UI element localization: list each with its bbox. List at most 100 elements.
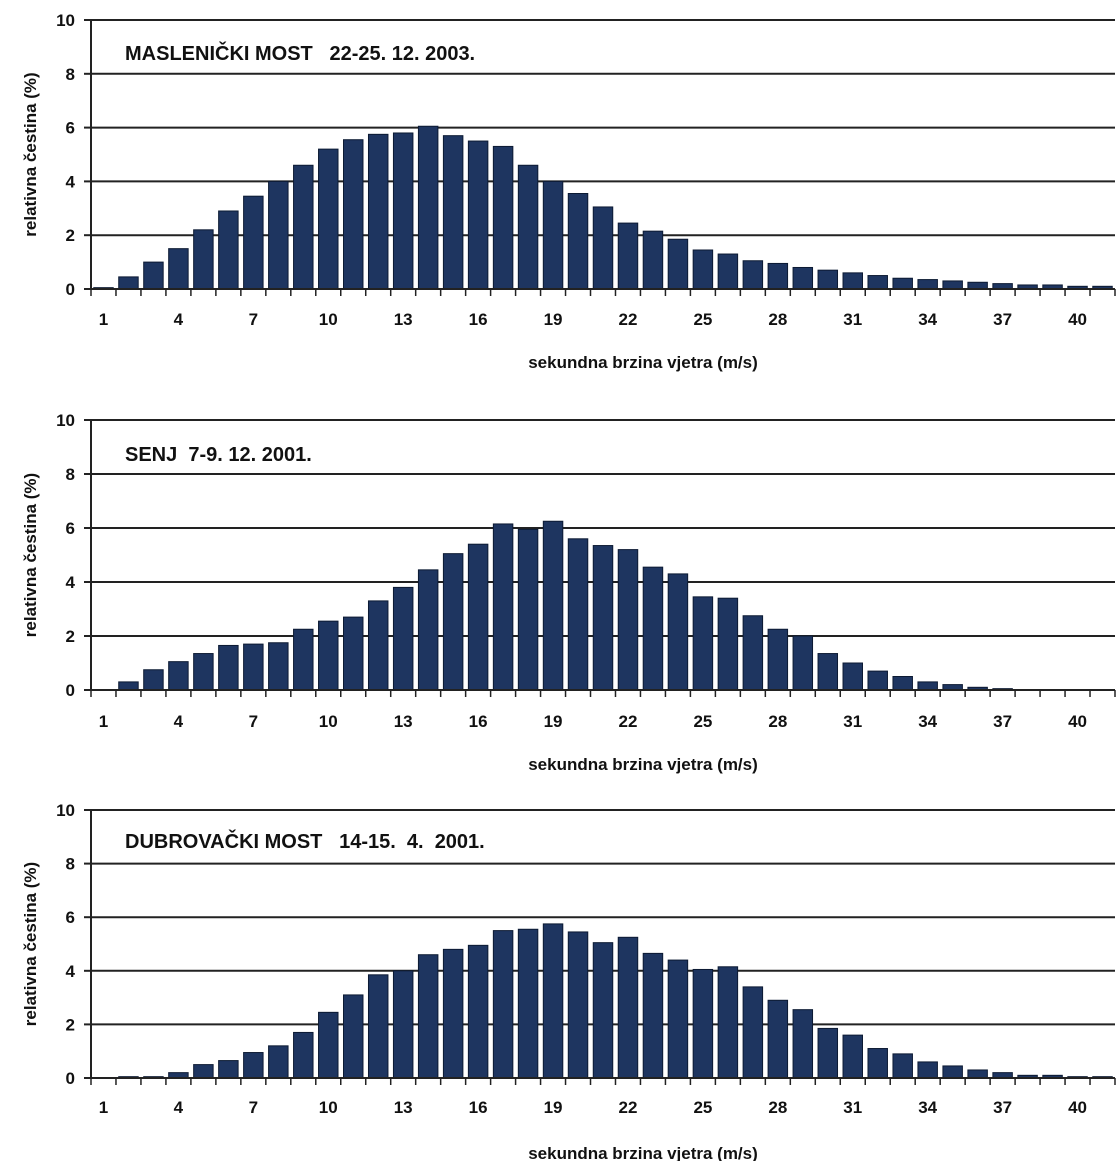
x-tick-label: 13	[394, 1098, 413, 1117]
bar	[842, 662, 864, 691]
bar	[942, 280, 963, 290]
bar	[367, 133, 389, 290]
bar	[867, 670, 888, 691]
y-tick-label: 4	[66, 962, 76, 981]
x-tick-label: 37	[993, 712, 1012, 731]
x-tick-label: 22	[619, 712, 638, 731]
bar	[617, 222, 639, 290]
bar	[143, 261, 164, 290]
x-tick-label: 28	[768, 310, 787, 329]
bar	[667, 959, 689, 1079]
chart-masleniki-most: 0 2 4 6 8 10 1 4 7 10 13 16 19 22 25 28 31 34 37 40 sekundna…	[21, 11, 1116, 372]
bar	[517, 528, 539, 691]
bar	[592, 545, 614, 691]
bar	[168, 661, 189, 691]
x-tick-label: 10	[319, 310, 338, 329]
x-tick-label: 19	[544, 712, 563, 731]
x-tick-label: 1	[99, 310, 108, 329]
bar	[892, 676, 913, 691]
bar	[392, 970, 414, 1079]
bar	[892, 277, 913, 290]
x-tick-label: 4	[174, 1098, 184, 1117]
bar	[742, 260, 764, 290]
bar	[417, 954, 439, 1079]
bar	[567, 193, 589, 290]
x-tick-label: 25	[693, 712, 712, 731]
bar	[917, 681, 938, 691]
y-axis-title: relativna čestina (%)	[21, 473, 40, 637]
x-tick-label: 7	[249, 712, 258, 731]
x-tick-label: 31	[843, 1098, 862, 1117]
x-tick-label: 10	[319, 1098, 338, 1117]
bar	[517, 164, 539, 290]
bar	[193, 229, 214, 290]
bar	[343, 139, 364, 290]
y-tick-label: 4	[66, 573, 76, 592]
bar	[842, 1034, 864, 1079]
x-tick-label: 13	[394, 310, 413, 329]
x-tick-label: 28	[768, 712, 787, 731]
y-tick-label: 6	[66, 519, 75, 538]
bar	[717, 966, 739, 1079]
bar	[367, 600, 389, 691]
y-tick-label: 0	[66, 681, 75, 700]
x-tick-label: 7	[249, 310, 258, 329]
bar	[243, 1052, 264, 1079]
bar	[218, 210, 239, 290]
bar	[692, 249, 714, 290]
bar	[442, 553, 464, 691]
x-tick-label: 1	[99, 1098, 108, 1117]
bar	[742, 986, 764, 1079]
x-tick-label: 13	[394, 712, 413, 731]
bar	[367, 974, 389, 1079]
y-tick-label: 10	[56, 801, 75, 820]
bar	[442, 948, 464, 1079]
bar	[318, 1011, 339, 1079]
y-axis-title: relativna čestina (%)	[21, 862, 40, 1026]
bar	[293, 1031, 314, 1079]
bar	[817, 653, 839, 691]
bar	[642, 230, 664, 290]
bar	[817, 1027, 839, 1079]
chart-title: SENJ 7-9. 12. 2001.	[125, 444, 312, 466]
y-tick-label: 4	[66, 172, 76, 191]
bar	[467, 543, 489, 691]
bar	[243, 195, 264, 290]
bar	[617, 549, 639, 691]
bar	[293, 628, 314, 691]
x-tick-label: 34	[918, 712, 937, 731]
bar	[867, 275, 888, 290]
x-tick-label: 37	[993, 1098, 1012, 1117]
x-tick-label: 1	[99, 712, 108, 731]
bar	[492, 523, 514, 691]
bar	[667, 573, 689, 691]
y-tick-label: 8	[66, 65, 75, 84]
bar	[417, 569, 439, 691]
bar	[392, 586, 414, 691]
bar	[942, 1065, 963, 1079]
x-tick-label: 4	[174, 310, 184, 329]
bar	[218, 644, 239, 691]
x-tick-label: 31	[843, 712, 862, 731]
bar	[218, 1060, 239, 1079]
bar	[243, 643, 264, 691]
x-tick-label: 16	[469, 1098, 488, 1117]
bar	[867, 1048, 888, 1079]
bar	[817, 269, 839, 290]
bar	[318, 620, 339, 691]
x-tick-label: 7	[249, 1098, 258, 1117]
bar	[118, 681, 139, 691]
chart-title: MASLENIČKI MOST 22-25. 12. 2003.	[125, 41, 475, 65]
y-axis-title: relativna čestina (%)	[21, 72, 40, 236]
bar	[417, 125, 439, 290]
x-tick-label: 22	[619, 310, 638, 329]
x-tick-label: 34	[918, 310, 937, 329]
bar	[592, 942, 614, 1079]
x-tick-label: 31	[843, 310, 862, 329]
y-tick-label: 10	[56, 11, 75, 30]
chart-dubrovacki-most: 0 2 4 6 8 10 1 4 7 10 13 16 19 22 25 28 31 34 37 40 sekundna…	[21, 801, 1116, 1161]
y-tick-label: 2	[66, 1015, 75, 1034]
bar	[343, 616, 364, 691]
bar	[268, 180, 289, 290]
